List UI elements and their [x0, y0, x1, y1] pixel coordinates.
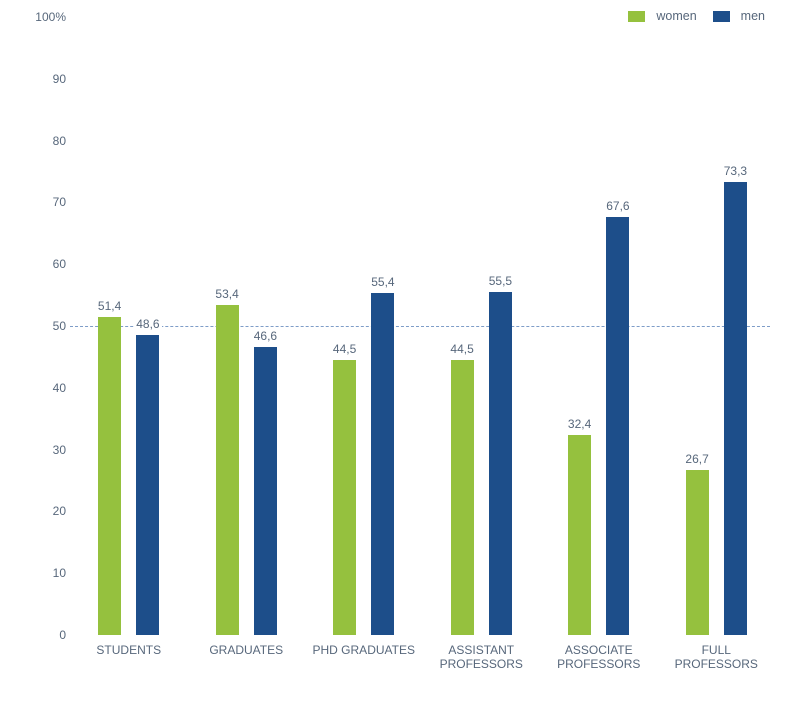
bar-column-men: 67,6: [604, 17, 632, 635]
bar-column-men: 46,6: [251, 17, 280, 635]
bar-women[interactable]: [98, 317, 122, 635]
bar-column-women: 26,7: [683, 17, 711, 635]
y-tick-label: 60: [52, 257, 66, 272]
y-tick-label: 70: [52, 195, 66, 210]
bar-women[interactable]: [215, 305, 239, 635]
bar-value-label: 53,4: [213, 287, 241, 301]
bar-value-label: 32,4: [565, 416, 594, 431]
bar-column-women: 51,4: [95, 17, 124, 635]
bar-column-men: 73,3: [721, 17, 750, 635]
bar-column-women: 44,5: [448, 17, 476, 635]
bar-value-label: 26,7: [683, 452, 711, 466]
legend-item-women[interactable]: women: [628, 9, 697, 23]
women-swatch-icon: [628, 10, 646, 22]
y-tick-label: 20: [52, 504, 66, 519]
bar-value-label: 44,5: [330, 342, 359, 356]
x-category-label: ASSOCIATE PROFESSORS: [557, 643, 641, 671]
x-category-label: FULL PROFESSORS: [674, 643, 758, 671]
bar-value-label: 73,3: [721, 164, 750, 179]
bar-men[interactable]: [253, 347, 277, 635]
x-category-label: PHD GRADUATES: [312, 643, 415, 657]
y-tick-label: 50: [52, 319, 66, 333]
bar-value-label: 67,6: [604, 199, 632, 214]
bar-column-men: 55,4: [369, 17, 397, 635]
bar-women[interactable]: [450, 360, 474, 635]
bar-women[interactable]: [333, 360, 357, 635]
legend-label-women: women: [656, 9, 697, 23]
y-tick-label: 80: [52, 133, 66, 148]
x-category-label: GRADUATES: [209, 643, 284, 657]
bar-column-women: 44,5: [330, 17, 359, 635]
bar-value-label: 51,4: [95, 299, 124, 314]
bar-group: 44,5 55,4: [305, 17, 423, 635]
bar-column-women: 53,4: [213, 17, 241, 635]
bar-groups: 51,4 48,6 53,4 46,6 44,5 55,4 44,5 55,5 32,4 67,6…: [70, 17, 775, 635]
x-category-label: ASSISTANT PROFESSORS: [439, 643, 523, 671]
reference-line-50: [70, 326, 770, 327]
bar-men[interactable]: [371, 292, 395, 635]
bar-value-label: 46,6: [251, 329, 280, 344]
bar-men[interactable]: [488, 292, 512, 635]
bar-men[interactable]: [606, 217, 630, 635]
y-tick-label: 30: [52, 442, 66, 457]
bar-group: 44,5 55,5: [423, 17, 541, 635]
y-tick-label: 0: [59, 628, 66, 642]
x-category-label: STUDENTS: [96, 643, 162, 657]
bar-men[interactable]: [723, 182, 747, 635]
bar-column-men: 55,5: [486, 17, 515, 635]
y-tick-label: 10: [52, 566, 66, 581]
bar-column-men: 48,6: [134, 17, 162, 635]
bar-column-women: 32,4: [565, 17, 594, 635]
bar-women[interactable]: [568, 434, 592, 635]
bar-group: 51,4 48,6: [70, 17, 188, 635]
x-axis: STUDENTS GRADUATES PHD GRADUATES ASSISTANT …: [70, 643, 775, 671]
legend-label-men: men: [740, 9, 765, 23]
y-axis: 100% 90 80 70 60 50 40 30 20 10 0: [0, 0, 66, 709]
bar-value-label: 55,5: [486, 274, 515, 289]
bar-men[interactable]: [136, 334, 160, 635]
bar-value-label: 44,5: [448, 342, 476, 356]
men-swatch-icon: [712, 10, 730, 22]
plot-area: 51,4 48,6 53,4 46,6 44,5 55,4 44,5 55,5 32,4 67,6…: [70, 17, 775, 635]
bar-group: 32,4 67,6: [540, 17, 658, 635]
bar-group: 53,4 46,6: [188, 17, 306, 635]
y-tick-label: 40: [52, 380, 66, 395]
legend-item-men[interactable]: men: [712, 9, 765, 23]
bar-value-label: 55,4: [369, 274, 397, 289]
legend: women men: [628, 9, 765, 23]
y-tick-label: 90: [52, 71, 66, 86]
y-tick-label: 100%: [35, 10, 66, 24]
bar-value-label: 48,6: [134, 316, 162, 331]
bar-women[interactable]: [685, 470, 709, 635]
bar-group: 26,7 73,3: [658, 17, 776, 635]
